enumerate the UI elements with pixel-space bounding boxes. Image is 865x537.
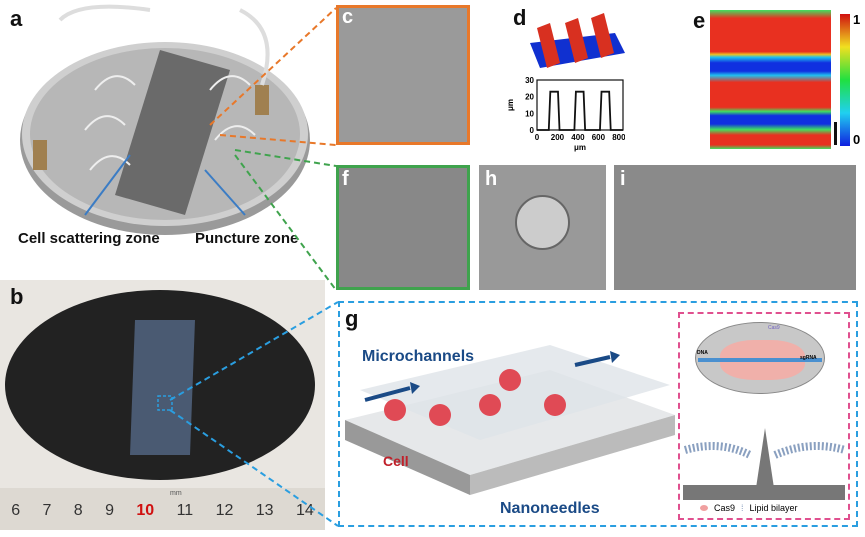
- y-tick-label: 0: [530, 126, 535, 135]
- cell-label: Cell: [383, 453, 409, 469]
- panel-e-label: e: [693, 8, 706, 33]
- panel-g-label: g: [345, 306, 359, 331]
- plot-frame: [536, 79, 624, 131]
- microchannels-label: Microchannels: [362, 348, 475, 365]
- x-tick-label: 600: [592, 133, 606, 142]
- colorbar-max: 1: [853, 12, 861, 27]
- x-axis-label: μm: [574, 143, 586, 152]
- panel-i-sem-image: [614, 165, 856, 290]
- panel-d-label: d: [513, 5, 527, 30]
- panel-g-frame: [338, 301, 858, 527]
- ruler-unit: mm: [170, 490, 182, 497]
- ruler-number: 11: [176, 502, 194, 519]
- y-axis-label: μm: [506, 99, 515, 111]
- panel-c-label: c: [342, 6, 354, 28]
- panel-a-label: a: [10, 6, 23, 31]
- profile-chart: 0 200 400 600 800 0 10 20 30 μm μm: [506, 76, 625, 152]
- sgrna-label: sgRNA: [800, 355, 817, 361]
- channel-3d-render: [530, 13, 625, 68]
- lipid-icon: ⁞: [741, 503, 744, 513]
- panel-a-photo: [0, 0, 325, 275]
- panel-c-sem-image: [336, 5, 470, 145]
- panel-h-label: h: [485, 168, 498, 190]
- panel-b-label: b: [10, 284, 24, 309]
- x-tick-label: 0: [535, 133, 540, 142]
- velocity-heatmap: [710, 10, 831, 149]
- y-tick-label: 30: [525, 76, 534, 85]
- ruler-number: 6: [11, 502, 21, 519]
- y-tick-label: 20: [525, 93, 534, 102]
- membrane-puncture-illustration: [683, 428, 847, 500]
- ruler-number: 7: [42, 502, 52, 519]
- scale-bar: [834, 122, 837, 145]
- inset-legend: Cas9 ⁞ Lipid bilayer: [700, 503, 798, 513]
- x-tick-label: 400: [571, 133, 585, 142]
- cas9-icon: [700, 505, 708, 511]
- x-tick-label: 200: [551, 133, 565, 142]
- ruler-number: 10: [136, 502, 155, 519]
- nanoneedles-label: Nanoneedles: [500, 500, 600, 517]
- y-tick-label: 10: [525, 109, 534, 118]
- ruler-number: 8: [73, 502, 83, 519]
- microfluidic-device-illustration: [345, 345, 675, 495]
- ruler-number: 9: [105, 502, 114, 519]
- dna-label: DNA: [697, 350, 708, 356]
- ruler-number: 12: [215, 502, 234, 519]
- legend-cas9: Cas9: [714, 503, 736, 513]
- cell-scattering-zone-label: Cell scattering zone: [18, 230, 160, 247]
- panel-b-photo: [0, 280, 325, 530]
- panel-f-sem-image: [336, 165, 470, 290]
- dna-strand: [698, 358, 822, 362]
- chip-wafer-illustration: [20, 4, 310, 235]
- puncture-zone-label: Puncture zone: [195, 230, 299, 247]
- panel-f-label: f: [342, 168, 349, 190]
- ruler-number: 14: [295, 502, 314, 519]
- ruler-number: 13: [255, 502, 274, 519]
- x-tick-label: 800: [612, 133, 625, 142]
- panel-i-label: i: [620, 168, 626, 190]
- legend-lipid: Lipid bilayer: [749, 503, 798, 513]
- colorbar: [840, 14, 850, 146]
- colorbar-min: 0: [853, 132, 861, 147]
- cas9-top-label: Cas9: [768, 325, 780, 331]
- profile-line: [537, 90, 623, 131]
- cell-on-needles: [515, 195, 570, 250]
- ruler-numbers: 6 7 8 9 10 11 12 13 14: [0, 502, 325, 520]
